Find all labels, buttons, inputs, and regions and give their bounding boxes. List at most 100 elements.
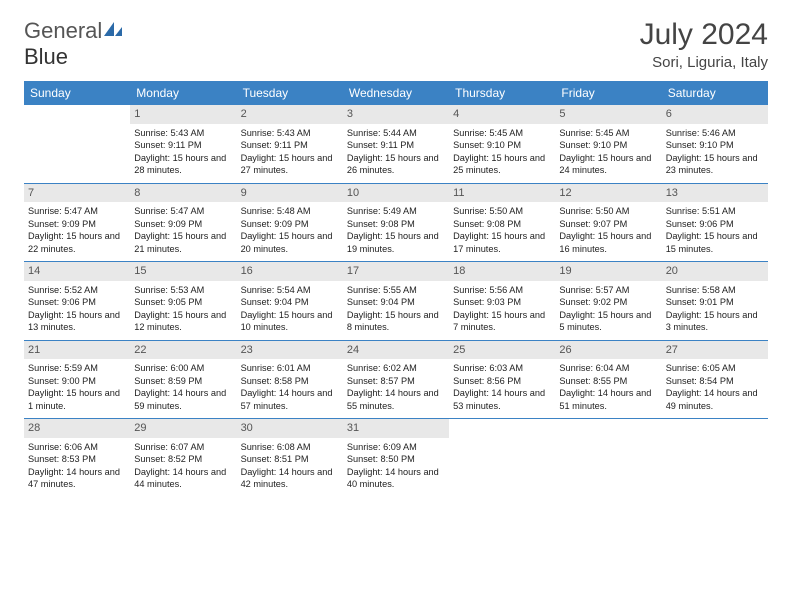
- day-number: 25: [449, 341, 555, 360]
- day-number: 21: [24, 341, 130, 360]
- sunset-text: Sunset: 8:55 PM: [559, 375, 657, 387]
- page-title: July 2024: [640, 18, 768, 52]
- sunset-text: Sunset: 9:09 PM: [134, 218, 232, 230]
- day-details: Sunrise: 6:04 AMSunset: 8:55 PMDaylight:…: [559, 362, 657, 412]
- day-header: Friday: [555, 81, 661, 105]
- sunset-text: Sunset: 9:04 PM: [241, 296, 339, 308]
- logo-sail-icon: [102, 20, 124, 38]
- calendar-day-cell: 26Sunrise: 6:04 AMSunset: 8:55 PMDayligh…: [555, 340, 661, 419]
- daylight-text: Daylight: 15 hours and 15 minutes.: [666, 230, 764, 255]
- day-number: 29: [130, 419, 236, 438]
- location-label: Sori, Liguria, Italy: [640, 54, 768, 71]
- sunset-text: Sunset: 9:00 PM: [28, 375, 126, 387]
- sunset-text: Sunset: 8:53 PM: [28, 453, 126, 465]
- daylight-text: Daylight: 15 hours and 17 minutes.: [453, 230, 551, 255]
- day-number: 27: [662, 341, 768, 360]
- day-details: Sunrise: 5:56 AMSunset: 9:03 PMDaylight:…: [453, 284, 551, 334]
- sunrise-text: Sunrise: 5:53 AM: [134, 284, 232, 296]
- calendar-day-cell: [662, 419, 768, 497]
- calendar-day-cell: 11 Sunrise: 5:50 AMSunset: 9:08 PMDayligh…: [449, 183, 555, 262]
- sunrise-text: Sunrise: 5:43 AM: [241, 127, 339, 139]
- day-header: Monday: [130, 81, 236, 105]
- sunset-text: Sunset: 9:10 PM: [559, 139, 657, 151]
- day-details: Sunrise: 5:49 AMSunset: 9:08 PMDaylight:…: [347, 205, 445, 255]
- daylight-text: Daylight: 14 hours and 55 minutes.: [347, 387, 445, 412]
- sunrise-text: Sunrise: 6:08 AM: [241, 441, 339, 453]
- day-number: 28: [24, 419, 130, 438]
- day-details: Sunrise: 6:06 AMSunset: 8:53 PMDaylight:…: [28, 441, 126, 491]
- day-header: Tuesday: [237, 81, 343, 105]
- daylight-text: Daylight: 15 hours and 3 minutes.: [666, 309, 764, 334]
- sunrise-text: Sunrise: 6:02 AM: [347, 362, 445, 374]
- day-number: 19: [555, 262, 661, 281]
- day-number: 11: [449, 184, 555, 203]
- day-number: 1: [130, 105, 236, 124]
- sunrise-text: Sunrise: 5:54 AM: [241, 284, 339, 296]
- sunset-text: Sunset: 9:09 PM: [28, 218, 126, 230]
- day-details: Sunrise: 6:08 AMSunset: 8:51 PMDaylight:…: [241, 441, 339, 491]
- day-number: 23: [237, 341, 343, 360]
- calendar-week-row: 7Sunrise: 5:47 AMSunset: 9:09 PMDaylight…: [24, 183, 768, 262]
- sunset-text: Sunset: 9:03 PM: [453, 296, 551, 308]
- sunset-text: Sunset: 9:10 PM: [666, 139, 764, 151]
- sunrise-text: Sunrise: 5:45 AM: [453, 127, 551, 139]
- calendar-day-cell: 25Sunrise: 6:03 AMSunset: 8:56 PMDayligh…: [449, 340, 555, 419]
- sunrise-text: Sunrise: 5:44 AM: [347, 127, 445, 139]
- daylight-text: Daylight: 15 hours and 28 minutes.: [134, 152, 232, 177]
- sunrise-text: Sunrise: 6:01 AM: [241, 362, 339, 374]
- day-details: Sunrise: 5:45 AMSunset: 9:10 PMDaylight:…: [453, 127, 551, 177]
- sunrise-text: Sunrise: 5:47 AM: [134, 205, 232, 217]
- sunset-text: Sunset: 8:57 PM: [347, 375, 445, 387]
- day-number: 15: [130, 262, 236, 281]
- calendar-day-cell: 28 Sunrise: 6:06 AMSunset: 8:53 PMDayligh…: [24, 419, 130, 497]
- sunrise-text: Sunrise: 5:45 AM: [559, 127, 657, 139]
- sunset-text: Sunset: 9:07 PM: [559, 218, 657, 230]
- day-details: Sunrise: 5:59 AMSunset: 9:00 PMDaylight:…: [28, 362, 126, 412]
- daylight-text: Daylight: 15 hours and 22 minutes.: [28, 230, 126, 255]
- daylight-text: Daylight: 15 hours and 13 minutes.: [28, 309, 126, 334]
- day-number: 3: [343, 105, 449, 124]
- daylight-text: Daylight: 15 hours and 12 minutes.: [134, 309, 232, 334]
- sunset-text: Sunset: 9:06 PM: [28, 296, 126, 308]
- day-details: Sunrise: 6:02 AMSunset: 8:57 PMDaylight:…: [347, 362, 445, 412]
- day-details: Sunrise: 5:48 AMSunset: 9:09 PMDaylight:…: [241, 205, 339, 255]
- calendar-day-cell: 9Sunrise: 5:48 AMSunset: 9:09 PMDaylight…: [237, 183, 343, 262]
- day-number: 8: [130, 184, 236, 203]
- daylight-text: Daylight: 15 hours and 24 minutes.: [559, 152, 657, 177]
- sunset-text: Sunset: 9:11 PM: [134, 139, 232, 151]
- day-details: Sunrise: 5:50 AMSunset: 9:08 PMDaylight:…: [453, 205, 551, 255]
- calendar-day-cell: 12Sunrise: 5:50 AMSunset: 9:07 PMDayligh…: [555, 183, 661, 262]
- sunset-text: Sunset: 8:58 PM: [241, 375, 339, 387]
- calendar-day-cell: 1 Sunrise: 5:43 AMSunset: 9:11 PMDaylight…: [130, 105, 236, 183]
- day-number: 12: [555, 184, 661, 203]
- calendar-body: 1Sunrise: 5:43 AMSunset: 9:11 PMDaylight…: [24, 105, 768, 497]
- daylight-text: Daylight: 15 hours and 23 minutes.: [666, 152, 764, 177]
- day-details: Sunrise: 6:07 AMSunset: 8:52 PMDaylight:…: [134, 441, 232, 491]
- sunset-text: Sunset: 8:51 PM: [241, 453, 339, 465]
- sunrise-text: Sunrise: 5:50 AM: [559, 205, 657, 217]
- sunrise-text: Sunrise: 5:57 AM: [559, 284, 657, 296]
- day-details: Sunrise: 5:58 AMSunset: 9:01 PMDaylight:…: [666, 284, 764, 334]
- sunset-text: Sunset: 8:50 PM: [347, 453, 445, 465]
- day-number: 13: [662, 184, 768, 203]
- calendar-day-cell: 14Sunrise: 5:52 AMSunset: 9:06 PMDayligh…: [24, 262, 130, 341]
- calendar-day-cell: 27 Sunrise: 6:05 AMSunset: 8:54 PMDayligh…: [662, 340, 768, 419]
- day-number: 20: [662, 262, 768, 281]
- day-header: Wednesday: [343, 81, 449, 105]
- calendar-day-cell: 20 Sunrise: 5:58 AMSunset: 9:01 PMDayligh…: [662, 262, 768, 341]
- calendar-day-cell: 17Sunrise: 5:55 AMSunset: 9:04 PMDayligh…: [343, 262, 449, 341]
- day-details: Sunrise: 5:43 AMSunset: 9:11 PMDaylight:…: [134, 127, 232, 177]
- day-number: 17: [343, 262, 449, 281]
- daylight-text: Daylight: 15 hours and 26 minutes.: [347, 152, 445, 177]
- logo-text-2: Blue: [24, 44, 68, 69]
- sunrise-text: Sunrise: 6:04 AM: [559, 362, 657, 374]
- logo-text: GeneralBlue: [24, 18, 124, 70]
- sunrise-text: Sunrise: 5:59 AM: [28, 362, 126, 374]
- sunrise-text: Sunrise: 5:49 AM: [347, 205, 445, 217]
- day-details: Sunrise: 5:46 AMSunset: 9:10 PMDaylight:…: [666, 127, 764, 177]
- daylight-text: Daylight: 14 hours and 53 minutes.: [453, 387, 551, 412]
- day-details: Sunrise: 6:05 AMSunset: 8:54 PMDaylight:…: [666, 362, 764, 412]
- calendar-table: SundayMondayTuesdayWednesdayThursdayFrid…: [24, 81, 768, 497]
- day-header: Saturday: [662, 81, 768, 105]
- sunset-text: Sunset: 9:04 PM: [347, 296, 445, 308]
